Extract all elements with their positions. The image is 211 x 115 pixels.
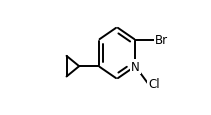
- Text: Cl: Cl: [148, 77, 160, 90]
- Text: N: N: [131, 60, 140, 73]
- Text: Br: Br: [155, 34, 168, 47]
